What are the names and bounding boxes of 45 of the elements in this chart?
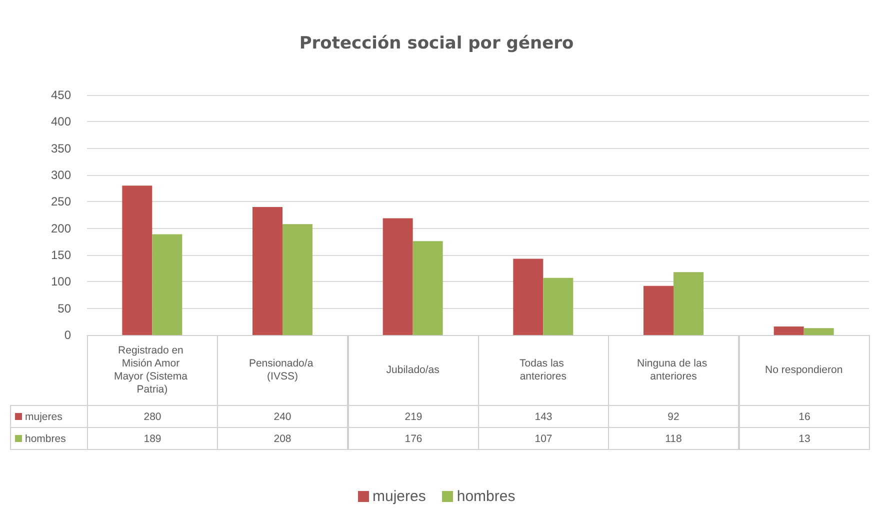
data-label: 107 <box>534 432 552 444</box>
bar <box>774 326 804 335</box>
y-tick-label: 150 <box>50 248 72 262</box>
y-tick-label: 300 <box>50 168 72 182</box>
y-tick-label: 100 <box>50 274 72 289</box>
bar <box>282 224 312 335</box>
x-tick-label: Ninguna de las anteriores <box>637 358 710 382</box>
y-tick-label: 50 <box>58 301 72 316</box>
x-tick-label: Pensionado/a (IVSS) <box>248 358 316 382</box>
bar <box>122 186 152 335</box>
data-label: 280 <box>144 410 162 422</box>
text: hombres <box>456 488 516 505</box>
data-label: 143 <box>534 410 552 422</box>
data-label: 13 <box>798 432 810 444</box>
bar <box>152 234 182 335</box>
data-label: 219 <box>404 410 422 422</box>
bar <box>674 272 704 335</box>
y-tick-label: 450 <box>50 88 72 102</box>
y-tick-label: 0 <box>64 328 72 342</box>
bar <box>412 241 443 335</box>
y-tick-label: 350 <box>50 141 72 156</box>
data-label: 118 <box>665 432 682 444</box>
bar <box>804 328 834 335</box>
y-tick-label: 400 <box>50 114 72 129</box>
bar <box>252 207 282 335</box>
data-label: 16 <box>798 410 810 422</box>
text: mujeres <box>372 488 426 505</box>
data-label: 208 <box>274 432 292 444</box>
x-tick-label: No respondieron <box>765 364 843 376</box>
y-tick-label: 250 <box>50 194 72 209</box>
bar <box>382 218 413 335</box>
chart-title: Protección social por género <box>299 34 574 54</box>
bar <box>513 258 544 335</box>
y-tick-label: 200 <box>50 221 72 236</box>
data-label: 189 <box>144 432 162 444</box>
bar <box>543 278 574 335</box>
data-label: 176 <box>404 432 422 444</box>
data-label: 240 <box>274 410 292 422</box>
legend-label: hombres <box>25 432 66 444</box>
x-tick-label: Todas las anteriores <box>520 358 567 382</box>
x-tick-label: Jubilado/as <box>386 364 440 376</box>
legend-label: mujeres <box>25 410 62 422</box>
x-tick-label: Registrado en Misión Amor Mayor (Sistema Patria) <box>114 344 190 396</box>
data-label: 92 <box>668 410 680 422</box>
bar <box>644 286 674 335</box>
